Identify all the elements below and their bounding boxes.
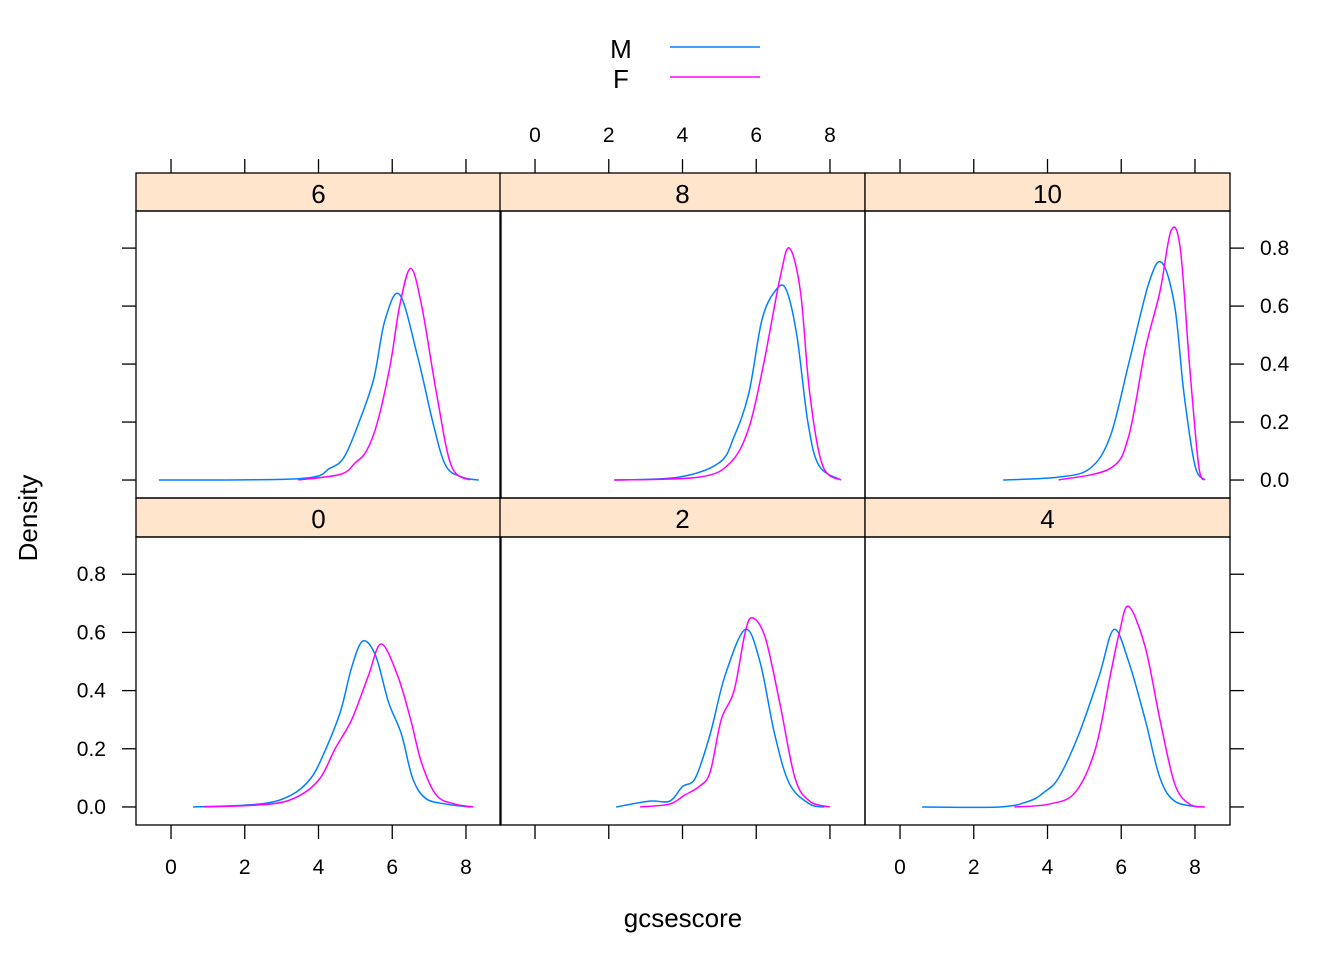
panel-frame <box>864 210 1231 499</box>
strip-label: 10 <box>1033 179 1062 209</box>
strip-label: 8 <box>675 179 689 209</box>
strip <box>864 497 1231 538</box>
density-curve-F <box>614 247 842 481</box>
x-tick-label: 8 <box>824 124 836 147</box>
legend-label-M: M <box>610 34 632 64</box>
panels: 0 0 2 4 6 8 0.0 0.2 0.4 0.6 0.8 2 4 0 2 4 6 8 6 8 0 2 4 6 8 10 0.0… <box>77 124 1290 879</box>
x-tick-label: 4 <box>1042 856 1054 879</box>
y-tick-label: 0.2 <box>1260 411 1289 434</box>
x-tick-label: 6 <box>1115 856 1127 879</box>
strip-label: 6 <box>311 179 325 209</box>
density-curve-M <box>158 292 480 481</box>
density-curve-M <box>922 628 1199 809</box>
x-tick-label: 6 <box>386 856 398 879</box>
strip-label: 4 <box>1040 504 1054 534</box>
panel-10: 10 0.0 0.2 0.4 0.6 0.8 <box>864 159 1290 499</box>
panel-frame <box>499 210 866 499</box>
panel-frame <box>135 536 502 826</box>
x-tick-label: 0 <box>165 856 177 879</box>
panel-8: 8 0 2 4 6 8 <box>499 124 866 499</box>
density-curve-F <box>1058 226 1206 481</box>
x-tick-label: 4 <box>313 856 325 879</box>
panel-0: 0 0 2 4 6 8 0.0 0.2 0.4 0.6 0.8 <box>77 497 502 879</box>
density-curve-M <box>616 628 825 808</box>
density-curve-F <box>640 616 831 808</box>
x-tick-label: 0 <box>894 856 906 879</box>
density-curve-M <box>614 284 842 481</box>
y-tick-label: 0.6 <box>1260 295 1289 318</box>
panel-frame <box>135 210 502 499</box>
panel-2: 2 <box>499 497 866 839</box>
density-curve-F <box>204 643 474 808</box>
strip-label: 0 <box>311 504 325 534</box>
x-tick-label: 2 <box>603 124 615 147</box>
y-tick-label: 0.4 <box>77 680 107 703</box>
x-tick-label: 2 <box>968 856 980 879</box>
y-tick-label: 0.4 <box>1260 353 1290 376</box>
y-tick-label: 0.6 <box>77 621 106 644</box>
legend: MF <box>610 34 760 94</box>
y-tick-label: 0.0 <box>1260 469 1289 492</box>
legend-label-F: F <box>613 64 629 94</box>
x-tick-label: 4 <box>677 124 689 147</box>
y-tick-label: 0.8 <box>1260 237 1289 260</box>
x-tick-label: 6 <box>750 124 762 147</box>
strip <box>499 172 866 212</box>
y-tick-label: 0.2 <box>77 738 106 761</box>
strip <box>864 172 1231 212</box>
density-curve-M <box>193 640 470 808</box>
density-curve-F <box>298 267 471 481</box>
y-tick-label: 0.8 <box>77 563 106 586</box>
density-curve-F <box>1014 605 1206 808</box>
x-tick-label: 0 <box>529 124 541 147</box>
panel-frame <box>864 536 1231 826</box>
strip <box>135 497 502 538</box>
y-tick-label: 0.0 <box>77 796 106 819</box>
x-tick-label: 2 <box>239 856 251 879</box>
panel-6: 6 <box>122 159 502 499</box>
strip-label: 2 <box>675 504 689 534</box>
y-axis-label: Density <box>13 475 43 562</box>
x-tick-label: 8 <box>460 856 472 879</box>
x-tick-label: 8 <box>1189 856 1201 879</box>
panel-frame <box>499 536 866 826</box>
panel-4: 4 0 2 4 6 8 <box>864 497 1244 879</box>
density-curve-M <box>1003 260 1206 481</box>
x-axis-label: gcsescore <box>624 903 743 933</box>
